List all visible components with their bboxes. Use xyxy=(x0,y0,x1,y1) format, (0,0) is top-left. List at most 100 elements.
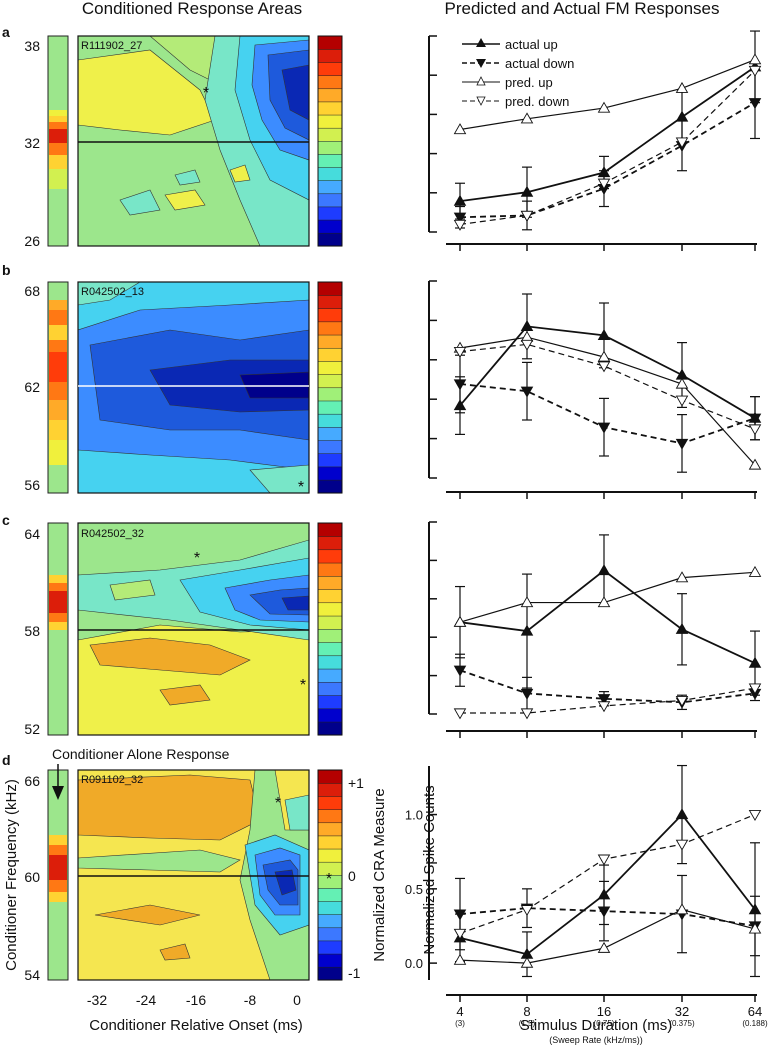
colorbar-b xyxy=(317,281,343,494)
strip-band xyxy=(49,122,67,129)
strip-band xyxy=(49,420,67,440)
series-pred-down xyxy=(453,65,762,231)
panel-letter-a: a xyxy=(2,24,10,40)
colorbar-swatch xyxy=(317,167,343,181)
colorbar-swatch xyxy=(317,294,343,309)
data-marker xyxy=(520,708,534,720)
data-marker xyxy=(520,319,534,331)
data-marker xyxy=(597,694,611,706)
colorbar-swatch xyxy=(317,549,343,564)
cbar-tick-bot: -1 xyxy=(348,965,361,981)
colorbar-swatch xyxy=(317,953,343,968)
panel-c-left: R042502_32 * * 64 58 52 xyxy=(24,522,343,737)
data-marker xyxy=(520,112,534,124)
colorbar-swatch xyxy=(317,602,343,617)
x-tick: -16 xyxy=(186,992,206,1008)
strip-band xyxy=(49,382,67,400)
strip-band xyxy=(49,340,67,352)
legend: actual up actual down pred. up pred. dow… xyxy=(462,37,574,109)
y-tick-d-top: 66 xyxy=(24,773,40,789)
panel-d-left: R091102_32 * 66 60 54 Conditioner Alone … xyxy=(3,746,388,1034)
colorbar-swatch xyxy=(317,48,343,63)
asterisk-c: * xyxy=(194,550,200,567)
series-pred-up xyxy=(453,53,762,135)
series-actual-down xyxy=(453,354,762,473)
colorbar-swatch xyxy=(317,927,343,942)
series-actual-down xyxy=(453,874,762,957)
data-marker xyxy=(675,438,689,450)
data-marker xyxy=(748,656,762,668)
colorbar-swatch xyxy=(317,466,343,481)
data-marker xyxy=(675,839,689,851)
contour-patch xyxy=(159,943,191,961)
cbar-label: Normalized CRA Measure xyxy=(371,788,388,961)
x-tick: -8 xyxy=(244,992,257,1008)
contour-patch xyxy=(164,189,206,211)
x-axis-label-right: Stimulus Duration (ms) xyxy=(520,1017,673,1034)
strip-band xyxy=(49,613,67,622)
y-tick-b-mid: 62 xyxy=(24,379,40,395)
data-marker xyxy=(597,701,611,713)
y-tick-a-mid: 32 xyxy=(24,135,40,151)
strip-band xyxy=(49,325,67,340)
data-marker xyxy=(597,178,611,190)
x-tick: -32 xyxy=(87,992,107,1008)
data-marker xyxy=(748,683,762,695)
colorbar-swatch xyxy=(317,940,343,955)
data-marker xyxy=(748,809,762,821)
x-axis-label-left: Conditioner Relative Onset (ms) xyxy=(89,1017,302,1034)
annotation-arrow-head xyxy=(52,786,64,800)
cra-contour-b xyxy=(78,282,309,493)
colorbar-swatch xyxy=(317,589,343,604)
strip-band xyxy=(49,300,67,310)
data-marker xyxy=(748,53,762,65)
strip-band xyxy=(49,352,67,382)
legend-pred-up: pred. up xyxy=(505,75,553,90)
colorbar-swatch xyxy=(317,308,343,323)
asterisk-d: * xyxy=(275,795,281,812)
colorbar-frame xyxy=(317,522,343,736)
series-line xyxy=(459,813,756,956)
strip-band xyxy=(49,310,67,325)
contour-blue3 xyxy=(281,64,309,121)
panel-letter-b: b xyxy=(2,262,11,278)
contour-patch xyxy=(78,282,141,306)
data-marker xyxy=(748,922,762,934)
colorbar-swatch xyxy=(317,708,343,723)
colorbar-swatch xyxy=(317,655,343,670)
colorbar-swatch xyxy=(317,835,343,850)
data-marker xyxy=(597,564,611,576)
colorbar-swatch xyxy=(317,721,343,736)
unit-label-c: R042502_32 xyxy=(81,528,144,540)
colorbar-swatch xyxy=(317,681,343,696)
conditioner-alone-annotation: Conditioner Alone Response xyxy=(52,746,230,762)
data-marker xyxy=(675,137,689,149)
legend-actual-up: actual up xyxy=(505,37,558,52)
series-line xyxy=(459,669,756,704)
colorbar-swatch xyxy=(317,822,343,837)
fm-chart-c xyxy=(428,521,762,738)
colorbar-swatch xyxy=(317,193,343,208)
y-tick-a-top: 38 xyxy=(24,38,40,54)
colorbar-swatch xyxy=(317,101,343,116)
data-marker xyxy=(453,219,467,231)
y-axis-label-right: Normalized Spike Counts xyxy=(421,785,438,954)
data-marker xyxy=(520,624,534,636)
colorbar-c xyxy=(317,522,343,736)
x-tick-label: 32 xyxy=(675,1004,689,1019)
strip-band xyxy=(49,129,67,143)
data-marker xyxy=(675,571,689,583)
panel-letter-c: c xyxy=(2,512,10,528)
data-marker xyxy=(453,379,467,391)
strip-band xyxy=(49,622,67,630)
cbar-asterisk: * xyxy=(326,871,332,888)
y-tick-c-bot: 52 xyxy=(24,721,40,737)
contour-orange xyxy=(89,637,251,676)
colorbar-swatch xyxy=(317,848,343,863)
data-marker xyxy=(453,347,467,359)
colorbar-d xyxy=(317,769,343,981)
strip-band xyxy=(49,440,67,465)
colorbar-frame xyxy=(317,769,343,981)
data-marker xyxy=(597,906,611,918)
cra-contour-d xyxy=(78,770,309,980)
